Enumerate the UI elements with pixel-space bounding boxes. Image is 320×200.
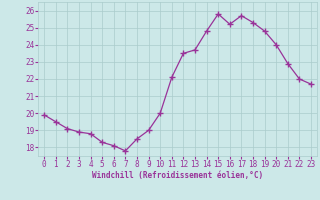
X-axis label: Windchill (Refroidissement éolien,°C): Windchill (Refroidissement éolien,°C) [92,171,263,180]
